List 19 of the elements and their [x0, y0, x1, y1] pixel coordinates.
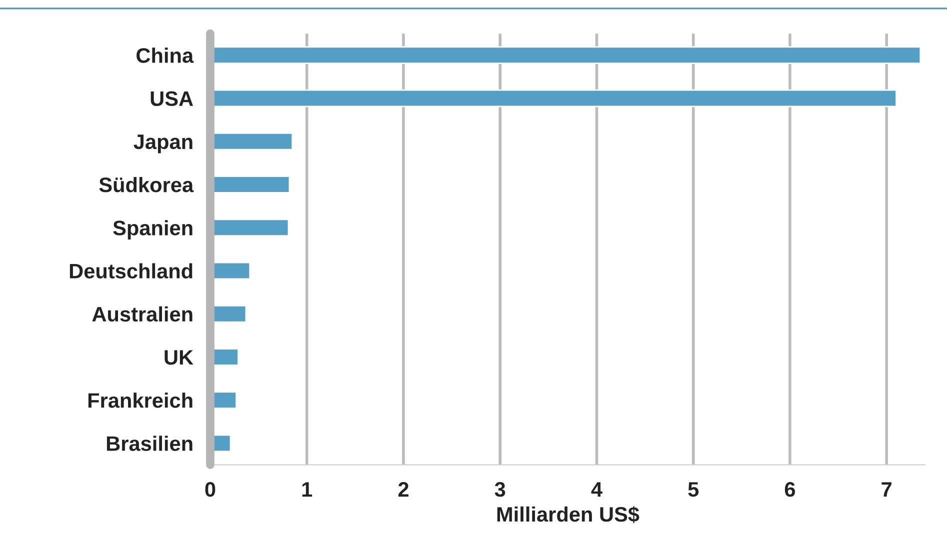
y-tick-label: Spanien: [113, 220, 192, 240]
y-tick-label: Japan: [134, 134, 192, 154]
x-tick-label: 7: [882, 482, 892, 497]
y-tick-label: UK: [164, 350, 194, 365]
x-tick-label: 4: [591, 482, 602, 497]
x-tick-label: 3: [494, 482, 506, 497]
y-tick-label: China: [136, 48, 194, 63]
x-tick-label: 6: [784, 482, 795, 497]
x-tick-label: 0: [205, 482, 216, 497]
x-axis-title: Milliarden US$: [497, 506, 640, 524]
x-tick-label: 2: [398, 482, 408, 497]
y-tick-label: Südkorea: [99, 176, 194, 192]
x-tick-label: 5: [688, 482, 699, 497]
y-tick-label: Deutschland: [70, 263, 192, 279]
y-tick-label: Australien: [92, 306, 192, 322]
y-tick-label: Frankreich: [88, 392, 192, 408]
y-tick-label: Brasilien: [106, 436, 192, 451]
y-tick-label: USA: [150, 91, 194, 106]
x-tick-label: 1: [302, 482, 312, 497]
